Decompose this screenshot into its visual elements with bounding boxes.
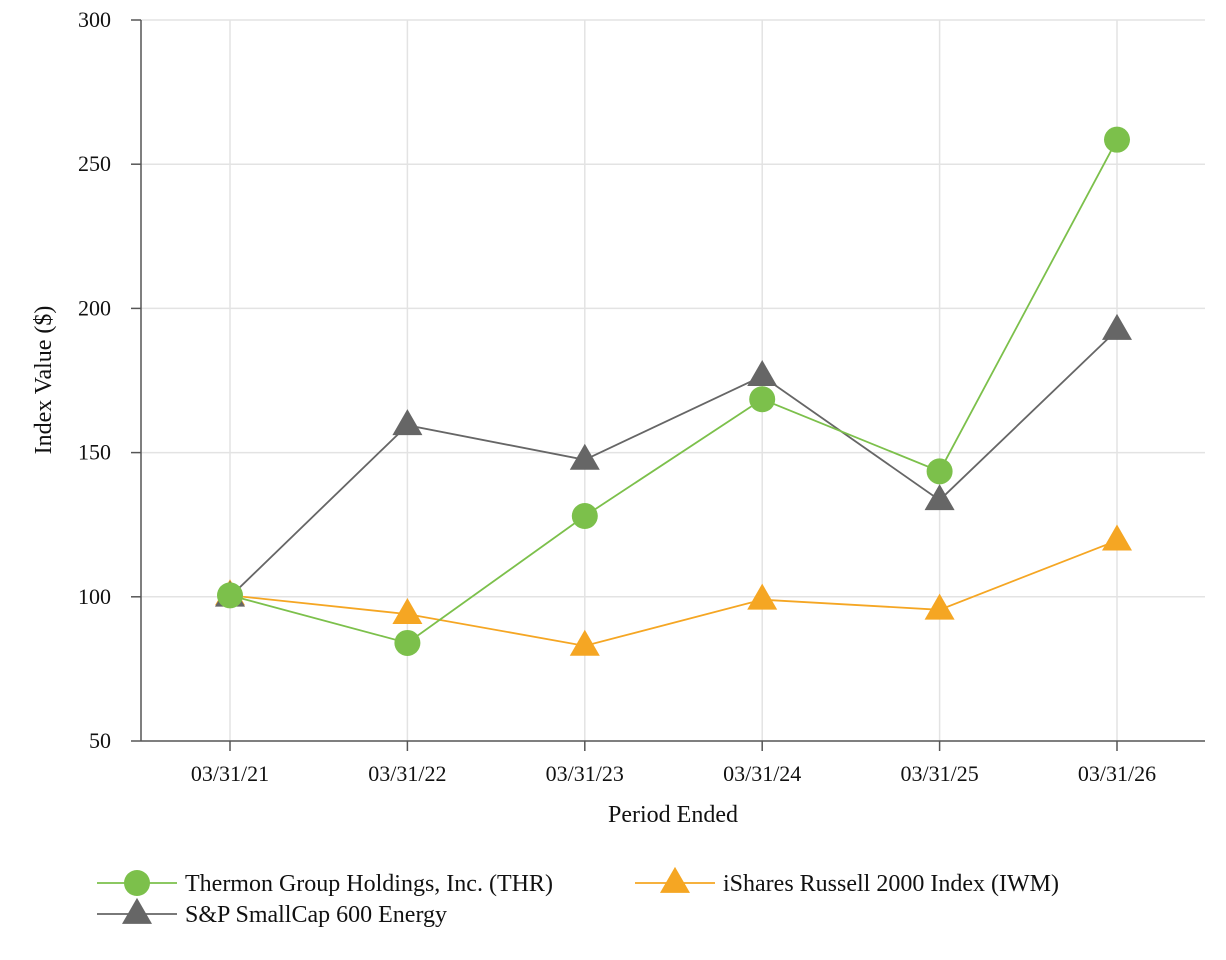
legend-label: iShares Russell 2000 Index (IWM) bbox=[723, 871, 1059, 897]
y-tick-label: 50 bbox=[89, 728, 111, 753]
data-point-marker bbox=[569, 629, 600, 656]
data-point-marker bbox=[394, 629, 421, 656]
x-tick-label: 03/31/25 bbox=[900, 761, 978, 786]
y-axis-title: Index Value ($) bbox=[31, 306, 57, 455]
y-tick-label: 300 bbox=[78, 7, 111, 32]
legend-label: S&P SmallCap 600 Energy bbox=[185, 902, 447, 928]
data-point-marker bbox=[747, 360, 778, 387]
data-point-marker bbox=[1104, 126, 1130, 153]
x-ticks: 03/31/21 03/31/22 03/31/23 03/31/24 03/31/25… bbox=[191, 741, 1156, 786]
legend-item: Thermon Group Holdings, Inc. (THR) bbox=[97, 870, 553, 897]
legend-label: Thermon Group Holdings, Inc. (THR) bbox=[185, 871, 553, 897]
y-tick-label: 150 bbox=[78, 440, 111, 465]
data-point-marker bbox=[747, 583, 778, 610]
data-point-marker bbox=[392, 597, 423, 624]
legend-marker bbox=[122, 897, 152, 924]
legend-item: iShares Russell 2000 Index (IWM) bbox=[635, 866, 1059, 897]
series-line bbox=[229, 539, 1118, 647]
data-point-marker bbox=[217, 582, 243, 609]
series-1 bbox=[215, 524, 1132, 656]
legend-item: S&P SmallCap 600 Energy bbox=[97, 897, 447, 928]
x-tick-label: 03/31/24 bbox=[723, 761, 801, 786]
x-tick-label: 03/31/22 bbox=[368, 761, 446, 786]
y-tick-label: 200 bbox=[78, 295, 111, 320]
series-line bbox=[229, 139, 1118, 644]
x-axis-title: Period Ended bbox=[608, 802, 738, 828]
legend-marker bbox=[660, 866, 690, 893]
data-point-marker bbox=[924, 484, 955, 511]
x-tick-label: 03/31/21 bbox=[191, 761, 269, 786]
x-tick-label: 03/31/26 bbox=[1078, 761, 1156, 786]
data-point-marker bbox=[392, 409, 423, 436]
series-0 bbox=[217, 126, 1130, 656]
grid bbox=[141, 19, 1205, 741]
data-point-marker bbox=[924, 593, 955, 620]
data-point-marker bbox=[1102, 524, 1132, 551]
x-tick-label: 03/31/23 bbox=[546, 761, 624, 786]
data-point-marker bbox=[1102, 313, 1132, 340]
data-point-marker bbox=[569, 443, 600, 470]
series-line bbox=[229, 329, 1118, 598]
y-tick-label: 250 bbox=[78, 151, 111, 176]
y-ticks: 50 100 150 200 250 300 bbox=[78, 7, 141, 753]
data-point-marker bbox=[749, 386, 776, 413]
y-tick-label: 100 bbox=[78, 584, 111, 609]
legend-marker bbox=[124, 870, 150, 896]
legend: Thermon Group Holdings, Inc. (THR) iShare… bbox=[97, 866, 1059, 928]
data-point-marker bbox=[926, 458, 953, 485]
series-2 bbox=[215, 313, 1132, 607]
data-point-marker bbox=[571, 503, 598, 530]
axes bbox=[140, 20, 1205, 742]
series-layer bbox=[215, 126, 1132, 656]
